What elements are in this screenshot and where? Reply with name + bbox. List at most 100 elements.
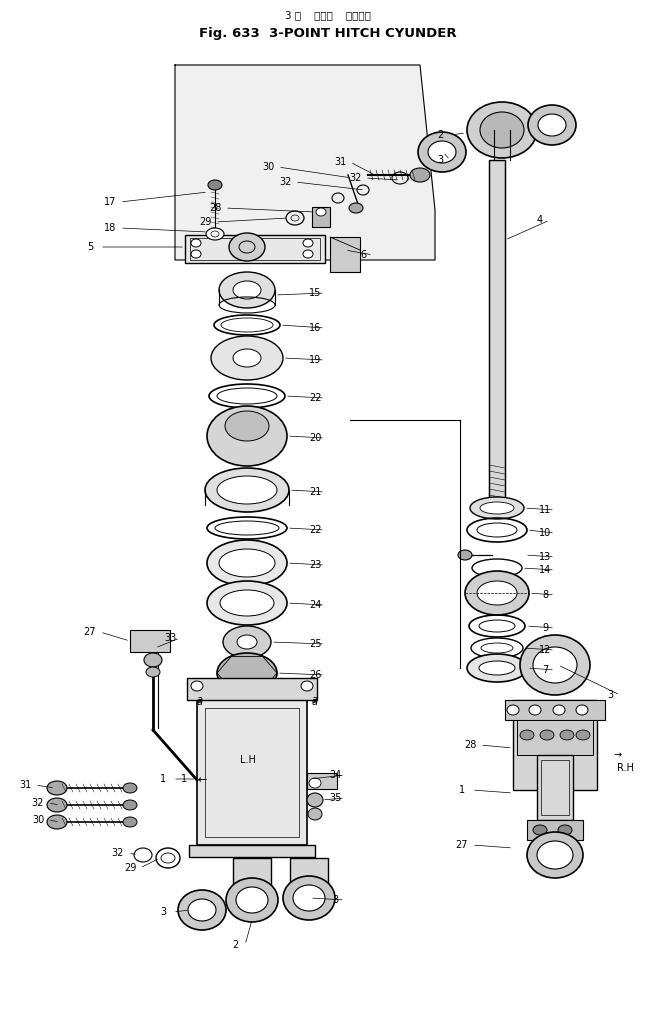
- Text: 22: 22: [309, 525, 321, 535]
- Ellipse shape: [560, 730, 574, 740]
- Text: 27: 27: [456, 840, 468, 850]
- Ellipse shape: [229, 233, 265, 261]
- Ellipse shape: [205, 468, 289, 512]
- Bar: [290, 858, 328, 893]
- Text: 5: 5: [87, 242, 93, 252]
- Text: 27: 27: [84, 627, 96, 637]
- Ellipse shape: [507, 705, 519, 715]
- Bar: [185, 235, 325, 263]
- Ellipse shape: [220, 590, 274, 616]
- Text: 2: 2: [232, 940, 238, 950]
- Bar: [205, 708, 299, 837]
- Text: 24: 24: [309, 600, 321, 610]
- Text: R.H: R.H: [617, 763, 634, 773]
- Text: 14: 14: [539, 565, 551, 575]
- Ellipse shape: [219, 549, 275, 577]
- Ellipse shape: [480, 112, 524, 148]
- Ellipse shape: [533, 647, 577, 683]
- Ellipse shape: [520, 730, 534, 740]
- Text: 32: 32: [31, 798, 44, 808]
- Ellipse shape: [217, 476, 277, 504]
- Text: 1: 1: [181, 774, 187, 784]
- Ellipse shape: [410, 169, 430, 182]
- Ellipse shape: [465, 571, 529, 615]
- Ellipse shape: [303, 239, 313, 247]
- Text: 31: 31: [334, 157, 346, 167]
- Ellipse shape: [533, 825, 547, 835]
- Text: 16: 16: [309, 323, 321, 333]
- Ellipse shape: [301, 681, 313, 691]
- Text: 28: 28: [464, 740, 476, 750]
- Bar: [513, 700, 597, 790]
- Ellipse shape: [309, 778, 321, 788]
- Bar: [537, 755, 573, 820]
- Ellipse shape: [146, 667, 160, 677]
- Ellipse shape: [480, 502, 514, 514]
- Ellipse shape: [576, 705, 588, 715]
- Ellipse shape: [47, 781, 67, 795]
- Ellipse shape: [123, 800, 137, 810]
- Ellipse shape: [223, 626, 271, 658]
- Ellipse shape: [144, 653, 162, 667]
- Ellipse shape: [316, 208, 326, 216]
- Text: 3: 3: [437, 155, 443, 165]
- Text: 1: 1: [160, 774, 166, 784]
- Ellipse shape: [237, 635, 257, 649]
- Text: 29: 29: [199, 217, 211, 227]
- Bar: [307, 773, 337, 789]
- Text: 6: 6: [360, 250, 366, 260]
- Text: a: a: [312, 695, 318, 705]
- Text: 35: 35: [329, 793, 341, 803]
- Ellipse shape: [477, 581, 517, 605]
- Bar: [489, 160, 505, 500]
- Ellipse shape: [529, 705, 541, 715]
- Ellipse shape: [211, 336, 283, 380]
- Text: 3 点    ヒッチ    シリンダ: 3 点 ヒッチ シリンダ: [285, 10, 371, 20]
- Ellipse shape: [123, 817, 137, 827]
- Ellipse shape: [236, 887, 268, 913]
- Text: 3: 3: [160, 907, 166, 917]
- Text: Fig. 633  3-POINT HITCH CYUNDER: Fig. 633 3-POINT HITCH CYUNDER: [199, 26, 457, 39]
- Text: 29: 29: [124, 863, 136, 873]
- Text: 19: 19: [309, 355, 321, 365]
- Ellipse shape: [418, 132, 466, 172]
- Text: 9: 9: [542, 623, 548, 633]
- Text: 21: 21: [309, 487, 321, 497]
- Ellipse shape: [226, 878, 278, 922]
- Ellipse shape: [191, 681, 203, 691]
- Bar: [330, 237, 360, 272]
- Bar: [489, 160, 505, 500]
- Text: 20: 20: [309, 433, 321, 443]
- Text: 31: 31: [19, 780, 31, 790]
- Text: 25: 25: [309, 639, 321, 649]
- Polygon shape: [175, 65, 435, 260]
- Ellipse shape: [538, 114, 566, 136]
- Ellipse shape: [307, 793, 323, 807]
- Ellipse shape: [553, 705, 565, 715]
- Text: 2: 2: [437, 130, 443, 140]
- Text: 8: 8: [542, 590, 548, 600]
- Bar: [189, 845, 315, 857]
- Text: a: a: [197, 697, 203, 707]
- Text: 30: 30: [32, 815, 44, 825]
- Ellipse shape: [206, 228, 224, 240]
- Text: 33: 33: [164, 633, 176, 643]
- Ellipse shape: [207, 406, 287, 466]
- Text: 22: 22: [309, 393, 321, 403]
- Text: a: a: [197, 695, 203, 705]
- Text: 4: 4: [537, 215, 543, 225]
- Text: a: a: [312, 697, 318, 707]
- Bar: [197, 700, 307, 845]
- Ellipse shape: [479, 661, 515, 675]
- Bar: [187, 678, 317, 700]
- Text: →: →: [614, 750, 622, 760]
- Text: 11: 11: [539, 504, 551, 515]
- Bar: [541, 760, 569, 815]
- Ellipse shape: [293, 885, 325, 911]
- Text: ←: ←: [197, 775, 207, 785]
- Ellipse shape: [233, 349, 261, 367]
- Ellipse shape: [178, 890, 226, 930]
- Bar: [190, 238, 320, 260]
- Text: 3: 3: [332, 895, 338, 905]
- Ellipse shape: [458, 550, 472, 560]
